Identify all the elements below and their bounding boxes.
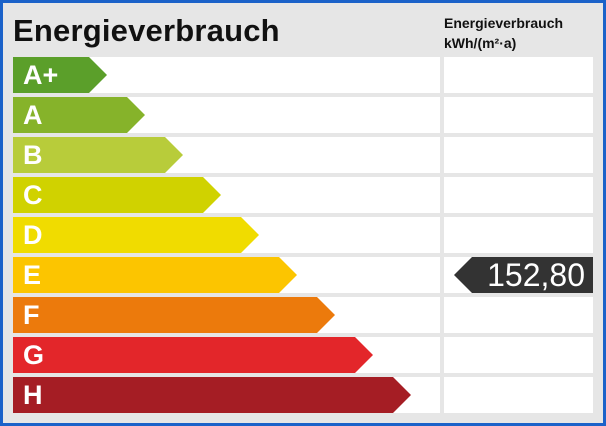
row-value-cell (444, 57, 593, 93)
class-bar-d: D (13, 217, 259, 253)
class-bar-f: F (13, 297, 335, 333)
row-value-cell (444, 97, 593, 133)
value-marker: 152,80 (454, 257, 593, 293)
class-arrow (13, 257, 297, 293)
class-bar-a-plus: A+ (13, 57, 107, 93)
class-bar-c: C (13, 177, 221, 213)
marker-arrow (454, 257, 593, 293)
class-bar-b: B (13, 137, 183, 173)
class-arrow (13, 97, 145, 133)
class-label: A (23, 100, 43, 130)
label-title: Energieverbrauch (13, 13, 280, 48)
row-value-cell (444, 137, 593, 173)
class-arrow (13, 57, 107, 93)
class-label: E (23, 260, 42, 290)
row-value-cell (444, 337, 593, 373)
column-title-line2: kWh/(m²·a) (444, 35, 517, 51)
class-label: C (23, 180, 43, 210)
row-value-cell (444, 217, 593, 253)
row-value-cell (444, 177, 593, 213)
class-arrow (13, 377, 411, 413)
class-bar-g: G (13, 337, 373, 373)
class-arrow (13, 297, 335, 333)
class-label: A+ (23, 60, 59, 90)
class-bar-h: H (13, 377, 411, 413)
class-arrow (13, 337, 373, 373)
class-arrow (13, 177, 221, 213)
energy-label: Energieverbrauch Energieverbrauch kWh/(m… (3, 3, 603, 423)
value-column-title: Energieverbrauch kWh/(m²·a) (444, 13, 563, 53)
value-text: 152,80 (487, 257, 585, 293)
class-label: D (23, 220, 43, 250)
class-arrow (13, 137, 183, 173)
class-arrow (13, 217, 259, 253)
class-label: H (23, 380, 43, 410)
row-value-cell (444, 297, 593, 333)
column-title-line1: Energieverbrauch (444, 15, 564, 31)
class-label: F (23, 300, 40, 330)
class-label: G (23, 340, 45, 370)
class-bar-e: E (13, 257, 297, 293)
class-bar-a: A (13, 97, 145, 133)
row-value-cell (444, 377, 593, 413)
class-label: B (23, 140, 43, 170)
